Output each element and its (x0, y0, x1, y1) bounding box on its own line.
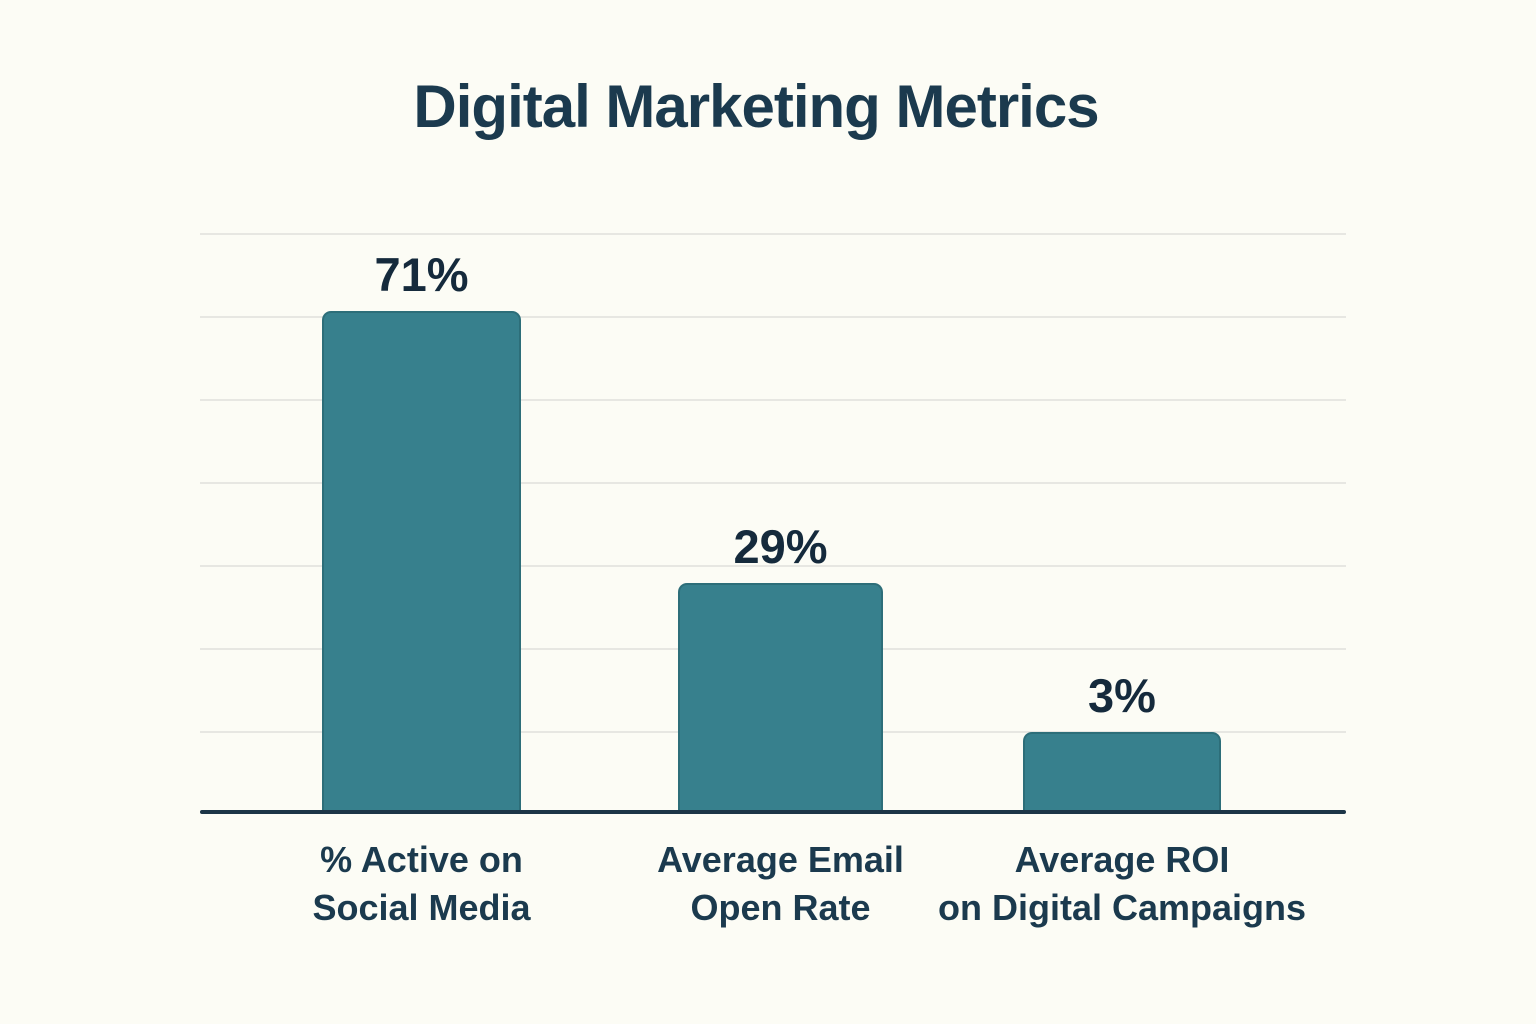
gridline (200, 233, 1346, 235)
bar-3 (1023, 732, 1221, 812)
x-axis-label: Average ROI on Digital Campaigns (937, 839, 1307, 928)
bar-2 (678, 583, 883, 812)
x-axis-label: % Active on Social Media (312, 839, 531, 928)
gridline (200, 482, 1346, 484)
gridline (200, 316, 1346, 318)
bar-1 (322, 311, 521, 812)
x-axis-line (200, 810, 1346, 814)
chart-title: Digital Marketing Metrics (413, 73, 1099, 140)
bar-value-label: 71% (374, 248, 469, 301)
bar-value-label: 29% (733, 520, 828, 573)
bar-value-label: 3% (1088, 669, 1156, 722)
gridline (200, 565, 1346, 567)
x-axis-label: Average Email Open Rate (657, 839, 904, 928)
gridline (200, 399, 1346, 401)
